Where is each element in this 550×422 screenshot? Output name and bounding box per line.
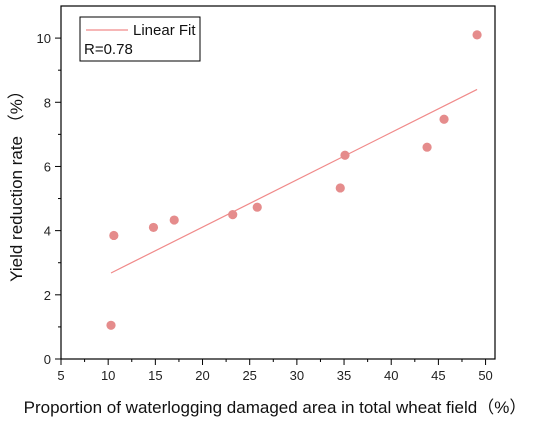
legend-box [79,16,201,62]
y-tick-label: 10 [37,31,51,46]
ticks-layer: 5 10 15 20 25 30 35 40 45 50 0 2 4 6 8 10 [37,31,493,383]
x-tick-label: 45 [431,368,445,383]
legend-label-linear-fit: Linear Fit [133,22,196,39]
data-point [439,114,449,124]
linear-fit-line [110,88,478,274]
y-tick-label: 8 [44,95,51,110]
x-tick-label: 15 [148,368,162,383]
y-tick-label: 6 [44,159,51,174]
x-tick-label: 30 [290,368,304,383]
y-tick-label: 4 [44,224,51,239]
x-tick-label: 25 [242,368,256,383]
x-tick-label: 20 [195,368,209,383]
x-axis-title: Proportion of waterlogging damaged area … [24,398,527,417]
r-value-annotation: R=0.78 [84,41,133,58]
data-point [252,202,262,212]
x-tick-label: 50 [478,368,492,383]
data-point [228,209,238,220]
y-axis-title: Yield reduction rate （%） [7,82,26,282]
plot-frame [60,5,496,360]
x-tick-label: 5 [57,368,64,383]
y-tick-label: 0 [44,352,51,367]
data-point [106,320,116,330]
x-tick-label: 40 [384,368,398,383]
data-point [148,222,159,233]
data-layer [106,30,482,330]
x-tick-label: 35 [337,368,351,383]
data-point [422,142,432,152]
data-point [169,215,179,225]
legend: Linear Fit R=0.78 [79,16,201,62]
x-tick-label: 10 [101,368,115,383]
y-tick-label: 2 [44,288,51,303]
data-point [109,230,119,241]
data-point [472,30,482,40]
data-point [340,150,350,160]
data-point [335,183,345,193]
